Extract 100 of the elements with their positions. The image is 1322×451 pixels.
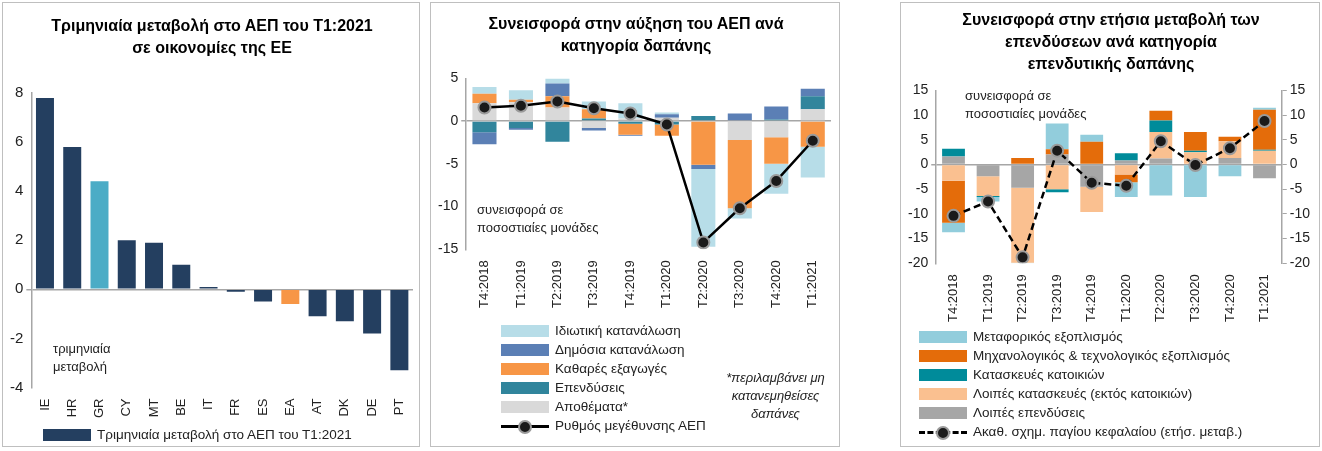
x-tick-label: T3:2019 (585, 260, 601, 308)
x-tick-label: IE (36, 398, 52, 411)
y-tick-label: -10 (438, 197, 459, 214)
x-tick-label: T3:2020 (1186, 274, 1202, 322)
bar (545, 121, 570, 142)
bar (1011, 158, 1035, 164)
bar (1080, 186, 1104, 212)
bar (1149, 110, 1173, 121)
bar (545, 78, 570, 84)
bar (800, 109, 825, 121)
point (659, 117, 674, 132)
x-tick-label: T1:2019 (512, 260, 528, 308)
y2-tick-label: 15 (1289, 81, 1306, 98)
x-tick-label: BE (172, 398, 188, 416)
y-tick-label: -2 (9, 328, 24, 346)
x-tick-label: T4:2020 (767, 260, 783, 308)
bar (1183, 131, 1207, 151)
x-tick-label: GR (91, 398, 107, 418)
y-tick-label: -20 (908, 254, 929, 271)
point (1015, 250, 1030, 264)
x-tick-label: T2:2020 (694, 260, 710, 308)
legend-label: Επενδύσεις (555, 380, 625, 395)
chart-title: Τριμηνιαία μεταβολή στο ΑΕΠ του Τ1:2021 σε οικονομίες της ΕΕ (50, 16, 374, 58)
bar (1253, 150, 1276, 164)
y-tick-label: 6 (14, 132, 24, 150)
bar (254, 290, 273, 302)
x-tick-label: T4:2018 (945, 274, 961, 322)
bar (472, 132, 497, 145)
y-tick-label: 2 (14, 230, 24, 248)
bar (1080, 141, 1104, 164)
x-tick-label: FR (227, 398, 243, 416)
point (696, 235, 711, 250)
bar (1114, 165, 1138, 175)
point (1119, 178, 1134, 193)
y2-tick-label: 10 (1289, 105, 1306, 122)
x-tick-label: T1:2021 (1256, 274, 1272, 322)
x-tick-label: T1:2019 (979, 274, 995, 322)
bar (390, 290, 409, 371)
legend-label: Ιδιωτική κατανάλωση (555, 323, 681, 338)
x-tick-label: T1:2021 (804, 260, 820, 308)
legend-label: Κατασκευές κατοικιών (973, 367, 1105, 382)
point (586, 101, 601, 116)
bar (581, 127, 606, 131)
bar (976, 176, 1000, 197)
bar (281, 290, 300, 305)
chart-title: Συνεισφορά στην αύξηση του ΑΕΠ ανά κατηγορία δαπάνης (487, 14, 785, 56)
y-tick-label: 0 (450, 111, 459, 128)
x-tick-label: T2:2019 (549, 260, 564, 308)
bar (508, 90, 533, 100)
bar (1149, 165, 1173, 196)
bar (363, 290, 382, 334)
point (981, 194, 996, 209)
legend-label: Ακαθ. σχημ. παγίου κεφαλαίου (ετήσ. μεταβ.) (973, 424, 1243, 439)
bar (727, 121, 752, 140)
y-tick-label: -15 (908, 229, 929, 246)
bar (1045, 165, 1069, 190)
bar (472, 86, 497, 94)
bar (581, 121, 606, 128)
y-tick-label: 10 (912, 105, 929, 122)
y-tick-label: 8 (14, 83, 24, 101)
legend-label: Καθαρές εξαγωγές (555, 361, 667, 376)
x-tick-label: DE (363, 398, 379, 417)
y-tick-label: 5 (920, 130, 929, 147)
bar (35, 97, 54, 289)
point (946, 208, 961, 223)
x-tick-label: T4:2018 (476, 260, 492, 308)
bar (145, 242, 164, 289)
bar (691, 116, 716, 121)
chart-title: Συνεισφορά στην ετήσια μεταβολή των επενδύσεων ανά κατηγορία επενδυτικής δαπάνης (961, 10, 1261, 74)
bar (691, 164, 716, 169)
bar (1149, 120, 1173, 132)
legend-label: Λοιπές επενδύσεις (973, 405, 1085, 420)
x-tick-label: PT (390, 398, 406, 416)
bar (508, 121, 533, 128)
bar (1045, 189, 1069, 193)
x-tick-label: CY (118, 398, 134, 417)
x-tick-label: T3:2019 (1048, 274, 1064, 322)
y-tick-label: 4 (14, 181, 24, 199)
bar (545, 107, 570, 121)
x-tick-label: T4:2020 (1221, 274, 1237, 322)
text: *περιλαμβάνει μη κατανεμηθείσες δαπάνες (725, 369, 826, 423)
y-tick-label: 15 (912, 81, 929, 98)
y-tick-label: -5 (915, 180, 929, 197)
x-tick-label: T1:2020 (658, 260, 674, 308)
x-tick-label: T2:2019 (1014, 274, 1030, 322)
y-tick-label: -4 (9, 377, 24, 395)
y2-tick-label: -20 (1289, 254, 1311, 271)
x-tick-label: IT (200, 398, 216, 411)
bar (1114, 153, 1138, 161)
bar (172, 264, 191, 289)
x-tick-label: ES (254, 398, 270, 416)
bar (727, 139, 752, 209)
x-tick-label: T2:2020 (1152, 274, 1168, 322)
bar (764, 137, 789, 164)
annotation: συνεισφορά σε ποσοστιαίες μονάδες (965, 87, 1088, 123)
legend-label: Μηχανολογικός & τεχνολογικός εξοπλισμός (973, 348, 1230, 363)
bar (764, 121, 789, 138)
legend-label: Μεταφορικός εξοπλισμός (973, 329, 1123, 344)
x-tick-label: MT (145, 398, 161, 418)
y2-tick-label: -15 (1289, 229, 1311, 246)
